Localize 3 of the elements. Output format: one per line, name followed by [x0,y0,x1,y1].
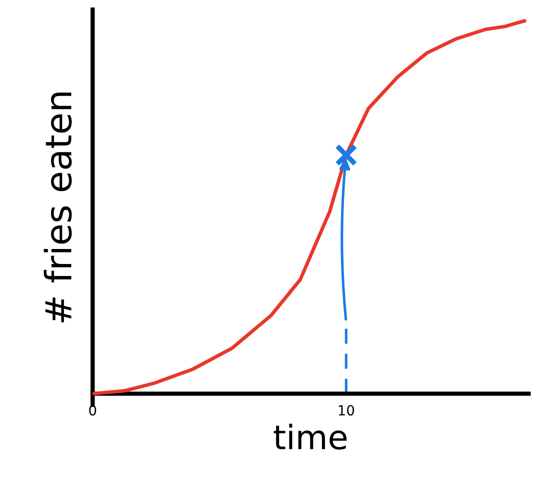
x-axis-title: time [274,424,347,450]
y-axis-title: # fries eaten [44,92,72,322]
x-tick-label: 10 [338,405,354,416]
